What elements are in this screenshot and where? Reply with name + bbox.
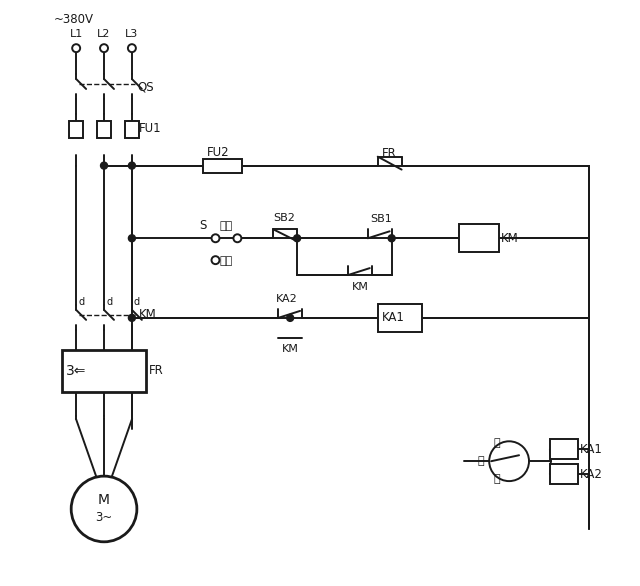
Text: FR: FR	[381, 147, 396, 160]
Bar	[550, 464, 578, 484]
Bar	[69, 121, 83, 138]
Circle shape	[129, 162, 136, 169]
Text: ~380V: ~380V	[53, 13, 93, 26]
Circle shape	[128, 44, 136, 52]
Text: FU1: FU1	[139, 122, 161, 135]
Text: 3⇐: 3⇐	[66, 364, 86, 377]
Text: d: d	[78, 297, 84, 307]
Text: L1: L1	[70, 29, 83, 39]
Circle shape	[100, 162, 108, 169]
Text: S: S	[200, 219, 207, 232]
Text: KM: KM	[352, 282, 369, 292]
Text: 自动: 自动	[220, 256, 233, 266]
Text: L2: L2	[97, 29, 111, 39]
Text: SB1: SB1	[370, 214, 392, 224]
Text: KM: KM	[282, 344, 299, 354]
Circle shape	[72, 44, 80, 52]
Circle shape	[388, 235, 395, 242]
Circle shape	[287, 315, 294, 321]
Text: KA1: KA1	[381, 311, 404, 325]
Text: SB2: SB2	[273, 213, 295, 223]
Text: 高: 高	[494, 474, 500, 484]
Text: 手动: 手动	[220, 222, 233, 231]
Text: QS: QS	[138, 80, 154, 94]
Circle shape	[294, 235, 301, 242]
Bar	[97, 121, 111, 138]
Text: KA2: KA2	[276, 294, 298, 304]
Text: d: d	[106, 297, 112, 307]
Bar	[550, 440, 578, 459]
Text: KA1: KA1	[580, 443, 603, 456]
Text: 3~: 3~	[95, 512, 113, 524]
Bar	[378, 304, 422, 332]
Circle shape	[211, 256, 220, 264]
Circle shape	[489, 441, 529, 481]
Text: KA2: KA2	[580, 468, 603, 481]
Bar	[125, 121, 139, 138]
Text: d: d	[134, 297, 140, 307]
Circle shape	[234, 234, 241, 242]
Bar	[460, 224, 499, 252]
Text: KM: KM	[501, 231, 519, 245]
Text: 低: 低	[494, 438, 500, 448]
Text: M: M	[98, 493, 110, 507]
Text: L3: L3	[125, 29, 138, 39]
Circle shape	[100, 44, 108, 52]
Circle shape	[211, 234, 220, 242]
Text: FU2: FU2	[207, 146, 229, 159]
Text: KM: KM	[139, 308, 157, 321]
Circle shape	[129, 235, 136, 242]
Circle shape	[71, 476, 137, 542]
Text: 中: 中	[478, 456, 484, 466]
Text: FR: FR	[149, 364, 164, 377]
Circle shape	[129, 315, 136, 321]
Bar	[202, 159, 243, 172]
Bar	[62, 350, 146, 391]
